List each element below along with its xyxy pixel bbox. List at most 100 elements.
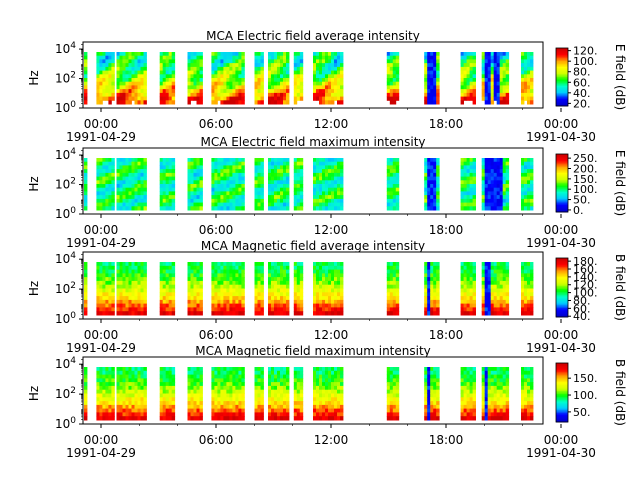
heatmap-cell: [125, 52, 129, 57]
heatmap-cell: [105, 63, 109, 68]
heatmap-cell: [530, 296, 534, 301]
heatmap-cell: [125, 187, 129, 192]
heatmap-cell: [460, 299, 464, 305]
heatmap-cell: [280, 100, 284, 105]
heatmap-cell: [235, 284, 239, 289]
heatmap-cell: [122, 284, 126, 289]
heatmap-cell: [325, 52, 329, 57]
heatmap-cell: [430, 265, 434, 271]
heatmap-cell: [524, 299, 528, 305]
colorbar-band: [556, 168, 568, 171]
heatmap-cell: [122, 52, 126, 57]
heatmap-cell: [116, 66, 120, 72]
heatmap-cell: [122, 378, 126, 383]
heatmap-cell: [196, 198, 200, 204]
data-segment: [386, 158, 400, 211]
heatmap-cell: [502, 52, 507, 57]
heatmap-cell: [334, 262, 338, 267]
heatmap-cell: [254, 70, 258, 75]
heatmap-cell: [493, 202, 498, 207]
heatmap-cell: [463, 269, 467, 274]
colorbar-band: [556, 61, 568, 63]
heatmap-cell: [131, 265, 135, 271]
heatmap-cell: [84, 169, 88, 174]
heatmap-cell: [137, 262, 141, 267]
heatmap-cell: [392, 66, 397, 72]
heatmap-cell: [268, 416, 272, 421]
heatmap-cell: [238, 284, 242, 289]
heatmap-cell: [223, 191, 227, 196]
heatmap-cell: [337, 265, 341, 271]
heatmap-cell: [128, 389, 132, 394]
heatmap-cell: [395, 307, 400, 312]
heatmap-cell: [524, 81, 528, 86]
heatmap-cell: [524, 176, 528, 181]
heatmap-cell: [108, 187, 112, 192]
heatmap-cell: [196, 303, 200, 308]
heatmap-cell: [286, 374, 290, 379]
heatmap-cell: [211, 273, 215, 278]
colorbar-band: [556, 98, 568, 101]
heatmap-cell: [111, 198, 115, 204]
heatmap-cell: [313, 161, 317, 166]
data-segment: [521, 52, 534, 105]
heatmap-cell: [469, 172, 473, 178]
heatmap-cell: [260, 292, 264, 297]
heatmap-cell: [313, 59, 317, 64]
heatmap-cell: [134, 412, 138, 417]
heatmap-cell: [131, 367, 135, 372]
heatmap-cell: [193, 416, 197, 421]
heatmap-cell: [436, 303, 440, 308]
heatmap-cell: [199, 52, 203, 57]
heatmap-cell: [140, 378, 144, 383]
heatmap-cell: [232, 303, 236, 308]
heatmap-cell: [268, 70, 272, 75]
heatmap-cell: [466, 52, 470, 57]
heatmap-cell: [143, 269, 147, 274]
heatmap-cell: [296, 288, 301, 293]
heatmap-cell: [274, 288, 278, 293]
heatmap-cell: [527, 158, 531, 163]
heatmap-cell: [527, 191, 531, 196]
heatmap-cell: [463, 303, 467, 308]
heatmap-cell: [313, 299, 317, 305]
heatmap-cell: [125, 273, 129, 278]
heatmap-cell: [280, 184, 284, 189]
heatmap-cell: [229, 401, 233, 406]
heatmap-cell: [159, 66, 164, 72]
heatmap-cell: [196, 367, 200, 372]
heatmap-cell: [119, 307, 123, 312]
heatmap-cell: [530, 165, 534, 170]
heatmap-cell: [168, 307, 173, 312]
heatmap-cell: [162, 412, 167, 417]
heatmap-cell: [337, 78, 341, 83]
heatmap-cell: [280, 370, 284, 376]
heatmap-cell: [530, 303, 534, 308]
heatmap-cell: [171, 382, 176, 387]
heatmap-cell: [105, 52, 109, 57]
heatmap-cell: [524, 70, 528, 75]
heatmap-cell: [96, 393, 100, 398]
heatmap-cell: [125, 100, 129, 105]
heatmap-cell: [260, 70, 264, 75]
heatmap-cell: [99, 262, 103, 267]
colorbar-band: [556, 75, 568, 78]
heatmap-cell: [280, 277, 284, 282]
heatmap-cell: [143, 265, 147, 271]
heatmap-cell: [389, 202, 394, 207]
heatmap-cell: [328, 180, 332, 185]
heatmap-cell: [424, 303, 428, 308]
heatmap-cell: [238, 176, 242, 181]
heatmap-cell: [223, 288, 227, 293]
heatmap-cell: [137, 89, 141, 94]
heatmap-cell: [319, 70, 323, 75]
heatmap-cell: [433, 303, 437, 308]
heatmap-cell: [389, 269, 394, 274]
heatmap-cell: [128, 89, 132, 94]
heatmap-cell: [96, 206, 100, 211]
heatmap-cell: [463, 195, 467, 200]
heatmap-cell: [268, 311, 272, 316]
heatmap-cell: [386, 296, 391, 301]
heatmap-cell: [331, 187, 335, 192]
heatmap-cell: [277, 280, 281, 286]
